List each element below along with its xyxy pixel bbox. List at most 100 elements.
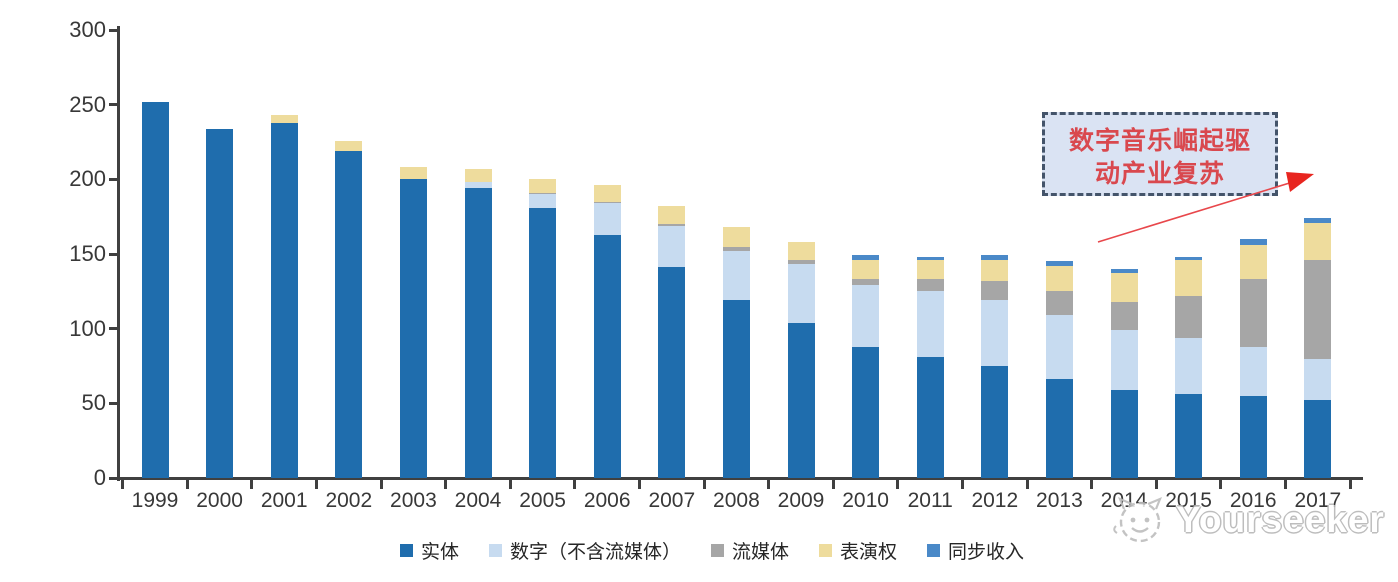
- bar-segment-2010: [852, 255, 880, 260]
- bar-segment-2010: [852, 259, 880, 280]
- bar-segment-2011: [916, 279, 944, 292]
- annotation-callout-box: 数字音乐崛起驱 动产业复苏: [1042, 112, 1278, 196]
- bar-segment-2013: [1045, 261, 1073, 266]
- bar-segment-2009: [787, 259, 815, 265]
- bar-segment-2011: [916, 357, 944, 478]
- watermark: Yourseeker: [1110, 496, 1385, 548]
- bar-segment-2012: [981, 255, 1009, 260]
- bar-segment-2015: [1175, 256, 1203, 260]
- bar-segment-2007: [658, 224, 686, 226]
- x-axis-tick: [896, 480, 900, 489]
- legend-item-1: 数字（不含流媒体）: [488, 537, 681, 564]
- bar-segment-2009: [787, 242, 815, 260]
- x-axis-tick: [1025, 480, 1029, 489]
- x-tick-label-2000: 2000: [196, 489, 243, 512]
- x-tick-label-1999: 1999: [131, 489, 179, 512]
- bar-segment-2008: [722, 251, 750, 301]
- bar-segment-2015: [1175, 337, 1203, 395]
- x-axis-tick: [573, 480, 577, 489]
- bar-segment-2011: [916, 259, 944, 280]
- legend-item-4: 同步收入: [927, 537, 1024, 564]
- x-axis-tick: [250, 480, 254, 489]
- legend-label: 流媒体: [731, 541, 789, 563]
- bar-segment-2003: [399, 167, 427, 180]
- y-axis-tick: [109, 103, 118, 107]
- legend-label: 表演权: [840, 541, 898, 563]
- y-tick-label: 300: [69, 17, 106, 42]
- y-axis-tick: [109, 252, 118, 256]
- bar-segment-2006: [593, 203, 621, 235]
- legend-item-0: 实体: [399, 537, 459, 564]
- bar-segment-2001: [270, 115, 298, 123]
- x-tick-label-2003: 2003: [390, 489, 437, 512]
- bar-segment-2017: [1304, 222, 1332, 260]
- bar-segment-2007: [658, 225, 686, 268]
- bar-segment-2014: [1110, 268, 1138, 274]
- bar-segment-2009: [787, 264, 815, 323]
- x-tick-label-2006: 2006: [583, 489, 631, 512]
- bar-segment-2012: [981, 280, 1009, 301]
- x-axis-tick: [185, 480, 189, 489]
- y-tick-label: 100: [69, 315, 106, 341]
- bar-segment-2006: [593, 201, 621, 204]
- bar-segment-2006: [593, 234, 621, 478]
- bar-segment-2017: [1304, 400, 1332, 478]
- yourseeker-face-icon: [1113, 496, 1162, 543]
- legend-swatch-icon: [710, 544, 724, 557]
- bar-segment-2012: [981, 300, 1009, 366]
- legend-swatch-icon: [488, 544, 502, 557]
- x-axis-tick: [1219, 480, 1223, 489]
- bar-segment-2004: [464, 168, 492, 183]
- bar-segment-2014: [1110, 273, 1138, 302]
- bar-segment-2004: [464, 182, 492, 189]
- legend-label: 数字（不含流媒体）: [509, 541, 681, 563]
- bar-segment-2013: [1045, 379, 1073, 478]
- bar-segment-2005: [529, 192, 557, 195]
- bar-segment-2014: [1110, 389, 1138, 478]
- x-tick-label-2007: 2007: [648, 489, 696, 512]
- x-axis-line: [117, 477, 1363, 480]
- x-axis-tick: [961, 480, 964, 489]
- bar-segment-2001: [270, 122, 298, 478]
- x-axis-tick: [315, 480, 318, 489]
- bar-segment-2010: [852, 346, 880, 478]
- bar-segment-1999: [141, 101, 169, 478]
- x-tick-label-2016: 2016: [1229, 489, 1277, 512]
- annotation-line-2: 动产业复苏: [1094, 159, 1225, 188]
- bar-segment-2002: [335, 150, 363, 478]
- y-tick-label: 50: [81, 390, 106, 416]
- bar-segment-2006: [593, 185, 621, 202]
- x-tick-label-2012: 2012: [971, 489, 1019, 512]
- y-axis-tick: [109, 177, 118, 181]
- bar-segment-2011: [916, 256, 944, 260]
- x-tick-label-2002: 2002: [325, 489, 373, 512]
- bar-segment-2010: [852, 279, 880, 286]
- bar-segment-2013: [1045, 291, 1073, 316]
- x-tick-label-2009: 2009: [777, 489, 825, 512]
- x-axis-tick: [1090, 480, 1094, 489]
- x-axis-tick: [1348, 480, 1352, 489]
- x-tick-label-2013: 2013: [1036, 489, 1083, 512]
- y-tick-label: 150: [69, 241, 106, 266]
- y-tick-label: 200: [69, 166, 106, 192]
- x-tick-label-2008: 2008: [713, 489, 760, 512]
- x-tick-label-2001: 2001: [260, 489, 308, 512]
- x-axis-tick: [702, 480, 706, 489]
- bar-segment-2015: [1175, 394, 1203, 478]
- x-axis-tick: [638, 480, 641, 489]
- bar-segment-2016: [1239, 239, 1267, 246]
- y-tick-label: 0: [93, 465, 106, 490]
- x-axis-tick: [767, 480, 771, 489]
- x-axis-tick: [831, 480, 835, 489]
- chart-legend: 实体 数字（不含流媒体） 流媒体 表演权 同步收入: [0, 537, 1398, 564]
- bar-segment-2005: [529, 179, 557, 193]
- x-axis-tick: [444, 480, 448, 489]
- x-axis-tick: [508, 480, 512, 489]
- y-axis-tick: [109, 28, 118, 32]
- bar-segment-2005: [529, 194, 557, 208]
- bar-segment-2017: [1304, 358, 1332, 401]
- bar-segment-2017: [1304, 218, 1332, 223]
- bar-segment-2013: [1045, 265, 1073, 292]
